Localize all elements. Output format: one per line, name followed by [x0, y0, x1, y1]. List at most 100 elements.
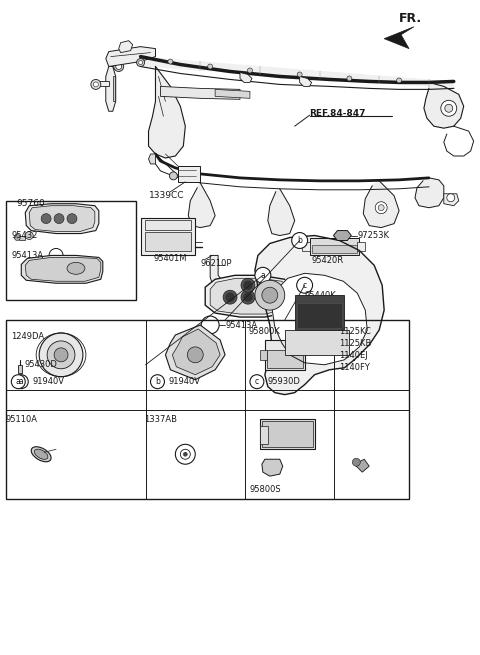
Bar — [310, 238, 360, 255]
Text: c: c — [255, 377, 259, 386]
Bar — [267, 350, 302, 367]
Bar — [179, 166, 200, 182]
Text: 95401M: 95401M — [154, 254, 187, 263]
Circle shape — [225, 292, 235, 302]
Polygon shape — [166, 325, 225, 380]
Circle shape — [261, 292, 271, 302]
Polygon shape — [148, 154, 156, 164]
Polygon shape — [205, 275, 295, 317]
Circle shape — [187, 347, 203, 363]
Polygon shape — [188, 183, 215, 227]
Polygon shape — [363, 181, 399, 227]
Circle shape — [243, 292, 253, 302]
Text: 95432: 95432 — [12, 231, 38, 240]
Circle shape — [243, 280, 253, 290]
Text: 95800S: 95800S — [249, 485, 281, 494]
Circle shape — [378, 205, 384, 211]
Text: 1337AB: 1337AB — [144, 415, 177, 424]
Circle shape — [54, 348, 68, 362]
Text: 95930D: 95930D — [268, 377, 300, 386]
Text: 95440K: 95440K — [305, 291, 336, 300]
Bar — [144, 232, 192, 252]
Polygon shape — [215, 89, 250, 98]
Circle shape — [375, 202, 387, 214]
Text: 95413A: 95413A — [12, 251, 44, 260]
Ellipse shape — [67, 263, 85, 274]
Text: 97253K: 97253K — [357, 231, 389, 240]
Polygon shape — [210, 278, 290, 314]
Polygon shape — [334, 231, 351, 240]
Polygon shape — [19, 236, 25, 240]
Polygon shape — [18, 365, 22, 373]
Circle shape — [169, 172, 178, 180]
Bar — [260, 419, 314, 449]
Text: c: c — [302, 281, 307, 290]
Circle shape — [151, 375, 165, 388]
Polygon shape — [268, 189, 295, 236]
Bar — [6, 320, 409, 499]
Text: 1140FY: 1140FY — [339, 364, 370, 372]
Text: 95413A: 95413A — [225, 320, 257, 329]
Polygon shape — [300, 77, 312, 86]
Circle shape — [250, 375, 264, 388]
Circle shape — [241, 278, 255, 292]
Polygon shape — [25, 257, 101, 281]
Bar — [141, 217, 195, 255]
Text: a: a — [261, 271, 265, 280]
Polygon shape — [354, 459, 369, 472]
Bar — [297, 303, 342, 328]
Circle shape — [201, 316, 219, 334]
Text: REF.84-847: REF.84-847 — [310, 109, 366, 118]
Bar — [357, 242, 365, 252]
Polygon shape — [262, 459, 283, 476]
Circle shape — [49, 248, 63, 263]
Polygon shape — [106, 47, 156, 67]
Text: a: a — [19, 377, 24, 386]
Polygon shape — [240, 73, 252, 83]
Polygon shape — [25, 204, 99, 234]
Circle shape — [93, 82, 98, 87]
Circle shape — [67, 214, 77, 223]
Text: 1339CC: 1339CC — [148, 191, 184, 200]
Text: 1140EJ: 1140EJ — [339, 351, 368, 360]
Polygon shape — [106, 67, 116, 111]
Text: 95430D: 95430D — [24, 360, 57, 369]
Circle shape — [297, 277, 312, 293]
Text: b: b — [155, 377, 160, 386]
Text: a: a — [16, 377, 21, 386]
Circle shape — [347, 76, 352, 81]
Text: 91940V: 91940V — [32, 377, 64, 386]
Circle shape — [137, 58, 144, 67]
Circle shape — [248, 68, 252, 73]
Polygon shape — [272, 273, 367, 365]
Circle shape — [241, 290, 255, 304]
Bar — [262, 421, 312, 447]
Circle shape — [114, 62, 124, 71]
Circle shape — [396, 78, 402, 83]
Polygon shape — [172, 329, 220, 375]
Circle shape — [39, 333, 83, 377]
Polygon shape — [119, 41, 132, 52]
Circle shape — [297, 72, 302, 77]
Text: 1125KC: 1125KC — [339, 328, 372, 337]
Polygon shape — [99, 81, 109, 86]
Text: 1249DA: 1249DA — [12, 333, 45, 341]
Bar — [265, 340, 305, 370]
Circle shape — [139, 60, 143, 65]
Circle shape — [292, 233, 308, 248]
Text: 95110A: 95110A — [5, 415, 37, 424]
Bar — [260, 350, 267, 360]
Circle shape — [25, 232, 33, 240]
Circle shape — [262, 288, 278, 303]
Circle shape — [208, 64, 213, 69]
Bar — [285, 330, 349, 355]
Bar — [6, 200, 136, 300]
Text: 95420R: 95420R — [312, 256, 344, 265]
Text: 91940V: 91940V — [168, 377, 201, 386]
Circle shape — [255, 280, 285, 310]
Circle shape — [54, 214, 64, 223]
Text: 96210P: 96210P — [200, 259, 232, 268]
Polygon shape — [113, 77, 115, 102]
Circle shape — [445, 104, 453, 112]
Bar — [312, 246, 357, 253]
